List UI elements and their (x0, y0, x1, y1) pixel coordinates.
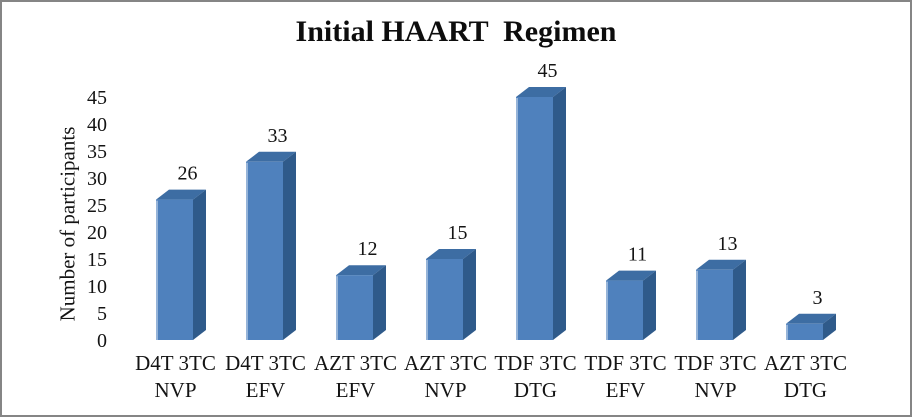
x-tick-line1-tdf-3tc-dtg: TDF 3TC (494, 351, 576, 375)
y-tick-25: 25 (87, 195, 107, 217)
bar-tdf-3tc-dtg (516, 97, 553, 340)
x-tick-line1-azt-3tc-nvp: AZT 3TC (404, 351, 487, 375)
y-tick-45: 45 (87, 87, 107, 109)
value-label-azt-3tc-nvp: 15 (448, 222, 468, 244)
value-label-tdf-3tc-efv: 11 (628, 244, 647, 266)
x-tick-line2-d4t-3tc-nvp: NVP (154, 378, 196, 402)
value-label-tdf-3tc-dtg: 45 (538, 60, 558, 82)
x-tick-line1-azt-3tc-efv: AZT 3TC (314, 351, 397, 375)
value-label-d4t-3tc-nvp: 26 (178, 163, 198, 185)
x-tick-line2-azt-3tc-nvp: NVP (424, 378, 466, 402)
bar-top-tdf-3tc-dtg (516, 87, 566, 97)
y-tick-10: 10 (87, 276, 107, 298)
bar-tdf-3tc-efv (606, 280, 643, 340)
value-label-azt-3tc-efv: 12 (358, 238, 378, 260)
value-label-azt-3tc-dtg: 3 (813, 287, 823, 309)
x-tick-line2-azt-3tc-efv: EFV (336, 378, 376, 402)
bar-top-azt-3tc-efv (336, 265, 386, 276)
bar-top-azt-3tc-nvp (426, 249, 476, 259)
y-tick-5: 5 (97, 303, 107, 325)
x-tick-line1-d4t-3tc-efv: D4T 3TC (225, 351, 306, 375)
y-tick-0: 0 (97, 330, 107, 352)
bar-azt-3tc-dtg (786, 323, 823, 340)
bar-side-d4t-3tc-efv (283, 151, 296, 340)
bar-side-azt-3tc-dtg (823, 313, 836, 340)
y-axis-title: Number of participants (55, 126, 80, 322)
y-tick-30: 30 (87, 168, 107, 190)
bar-azt-3tc-efv (336, 275, 373, 340)
bar-top-d4t-3tc-efv (246, 151, 296, 162)
bar-side-tdf-3tc-dtg (553, 87, 566, 340)
x-tick-line2-d4t-3tc-efv: EFV (246, 378, 286, 402)
x-tick-line1-d4t-3tc-nvp: D4T 3TC (135, 351, 216, 375)
bar-side-tdf-3tc-nvp (733, 259, 746, 340)
bar-azt-3tc-nvp (426, 259, 463, 340)
bar-d4t-3tc-efv (246, 161, 283, 340)
chart-title: Initial HAART Regimen (295, 15, 617, 48)
y-tick-40: 40 (87, 114, 107, 136)
y-tick-35: 35 (87, 141, 107, 163)
bar-side-azt-3tc-efv (373, 265, 386, 340)
bar-top-tdf-3tc-nvp (696, 259, 746, 270)
x-tick-line1-tdf-3tc-nvp: TDF 3TC (674, 351, 756, 375)
bar-d4t-3tc-nvp (156, 199, 193, 340)
bar-tdf-3tc-nvp (696, 269, 733, 340)
bar-top-d4t-3tc-nvp (156, 189, 206, 200)
x-tick-line1-azt-3tc-dtg: AZT 3TC (764, 351, 847, 375)
bar-top-tdf-3tc-efv (606, 270, 656, 281)
bar-top-azt-3tc-dtg (786, 313, 836, 324)
bar-side-tdf-3tc-efv (643, 270, 656, 340)
y-tick-15: 15 (87, 249, 107, 271)
y-tick-20: 20 (87, 222, 107, 244)
bar-side-d4t-3tc-nvp (193, 189, 206, 340)
value-label-tdf-3tc-nvp: 13 (718, 233, 738, 255)
bar-side-azt-3tc-nvp (463, 249, 476, 340)
x-tick-line2-tdf-3tc-dtg: DTG (514, 378, 557, 402)
x-tick-line1-tdf-3tc-efv: TDF 3TC (584, 351, 666, 375)
x-tick-line2-tdf-3tc-nvp: NVP (694, 378, 736, 402)
value-label-d4t-3tc-efv: 33 (268, 125, 288, 147)
x-tick-line2-azt-3tc-dtg: DTG (784, 378, 827, 402)
x-tick-line2-tdf-3tc-efv: EFV (606, 378, 646, 402)
